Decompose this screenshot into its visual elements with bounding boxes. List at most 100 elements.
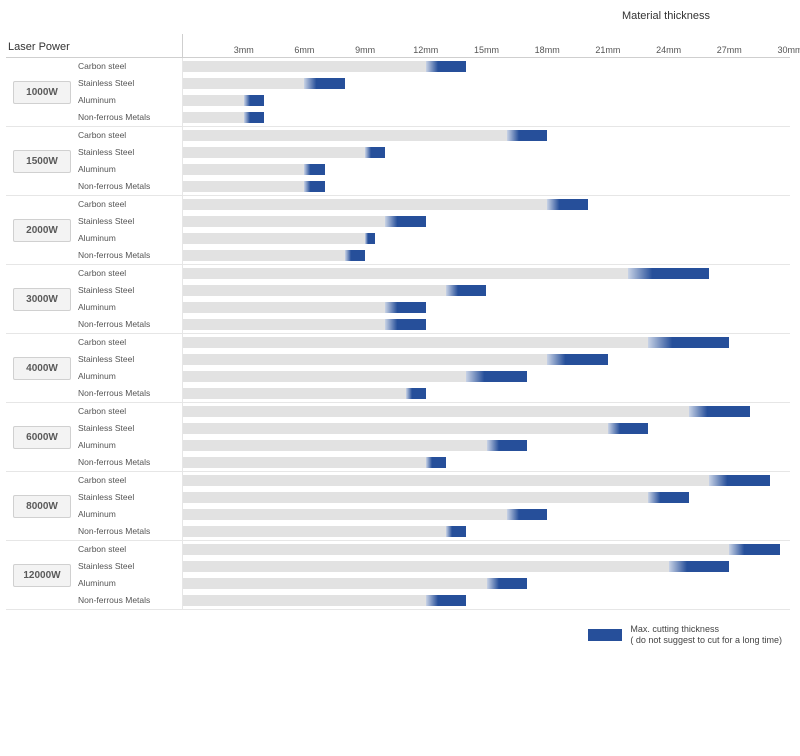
axis-tick: 9mm (355, 45, 375, 55)
bar-row (183, 109, 790, 126)
material-label: Stainless Steel (78, 213, 182, 230)
bar-track (183, 61, 790, 72)
bar-max (648, 337, 729, 348)
bar-base (183, 337, 648, 348)
material-label: Aluminum (78, 506, 182, 523)
bar-base (183, 181, 304, 192)
power-group: 2000WCarbon steelStainless SteelAluminum… (6, 196, 790, 265)
power-cell: 2000W (6, 196, 78, 264)
bar-base (183, 354, 547, 365)
material-label: Aluminum (78, 92, 182, 109)
bar-row (183, 592, 790, 609)
bar-track (183, 181, 790, 192)
bar-max (547, 199, 587, 210)
bar-base (183, 526, 446, 537)
materials-cell: Carbon steelStainless SteelAluminumNon-f… (78, 334, 182, 402)
bar-base (183, 130, 507, 141)
bar-base (183, 319, 385, 330)
power-group: 4000WCarbon steelStainless SteelAluminum… (6, 334, 790, 403)
bar-max (547, 354, 608, 365)
bar-row (183, 213, 790, 230)
bar-max (365, 147, 385, 158)
bar-track (183, 337, 790, 348)
bar-track (183, 492, 790, 503)
bar-row (183, 403, 790, 420)
power-cell: 8000W (6, 472, 78, 540)
bar-track (183, 302, 790, 313)
power-cell: 1500W (6, 127, 78, 195)
bar-max (608, 423, 648, 434)
power-cell: 1000W (6, 58, 78, 126)
bar-max (365, 233, 375, 244)
bar-track (183, 544, 790, 555)
bar-track (183, 268, 790, 279)
bar-track (183, 526, 790, 537)
material-label: Stainless Steel (78, 282, 182, 299)
bars-cell (182, 403, 790, 471)
bar-row (183, 144, 790, 161)
bar-track (183, 561, 790, 572)
power-box: 2000W (13, 219, 71, 242)
bar-max (487, 440, 527, 451)
power-cell: 4000W (6, 334, 78, 402)
bar-base (183, 457, 426, 468)
bar-row (183, 282, 790, 299)
material-label: Carbon steel (78, 541, 182, 558)
bars-cell (182, 196, 790, 264)
bar-base (183, 492, 648, 503)
bar-track (183, 78, 790, 89)
materials-cell: Carbon steelStainless SteelAluminumNon-f… (78, 265, 182, 333)
axis-label: Laser Power (6, 41, 182, 57)
axis-tick: 24mm (656, 45, 681, 55)
bar-base (183, 199, 547, 210)
material-label: Non-ferrous Metals (78, 178, 182, 195)
bar-track (183, 95, 790, 106)
bar-base (183, 406, 689, 417)
bar-base (183, 233, 365, 244)
axis-tick: 18mm (535, 45, 560, 55)
bar-max (304, 164, 324, 175)
material-label: Stainless Steel (78, 558, 182, 575)
material-label: Non-ferrous Metals (78, 385, 182, 402)
bar-max (426, 595, 466, 606)
bar-row (183, 351, 790, 368)
bar-max (385, 302, 425, 313)
material-label: Carbon steel (78, 196, 182, 213)
bar-base (183, 440, 487, 451)
axis-tick: 27mm (717, 45, 742, 55)
axis-tick: 15mm (474, 45, 499, 55)
bar-track (183, 388, 790, 399)
power-box: 1500W (13, 150, 71, 173)
rows-container: 1000WCarbon steelStainless SteelAluminum… (6, 58, 790, 610)
bar-track (183, 147, 790, 158)
bar-row (183, 127, 790, 144)
bar-row (183, 385, 790, 402)
bar-max (709, 475, 770, 486)
bar-max (507, 130, 547, 141)
bar-row (183, 506, 790, 523)
bar-row (183, 247, 790, 264)
bar-max (345, 250, 365, 261)
axis-area: 3mm6mm9mm12mm15mm18mm21mm24mm27mm30mm (182, 34, 790, 57)
bar-max (446, 526, 466, 537)
bar-max (689, 406, 750, 417)
power-box: 12000W (13, 564, 71, 587)
bar-base (183, 268, 628, 279)
bar-row (183, 161, 790, 178)
material-label: Stainless Steel (78, 489, 182, 506)
bar-base (183, 216, 385, 227)
materials-cell: Carbon steelStainless SteelAluminumNon-f… (78, 127, 182, 195)
bar-base (183, 509, 507, 520)
bar-row (183, 58, 790, 75)
bar-track (183, 423, 790, 434)
bar-max (244, 112, 264, 123)
bar-max (628, 268, 709, 279)
material-label: Aluminum (78, 161, 182, 178)
axis-tick: 21mm (595, 45, 620, 55)
bar-row (183, 92, 790, 109)
axis-tick: 6mm (294, 45, 314, 55)
bars-cell (182, 472, 790, 540)
bar-base (183, 78, 304, 89)
bars-cell (182, 265, 790, 333)
bar-row (183, 437, 790, 454)
